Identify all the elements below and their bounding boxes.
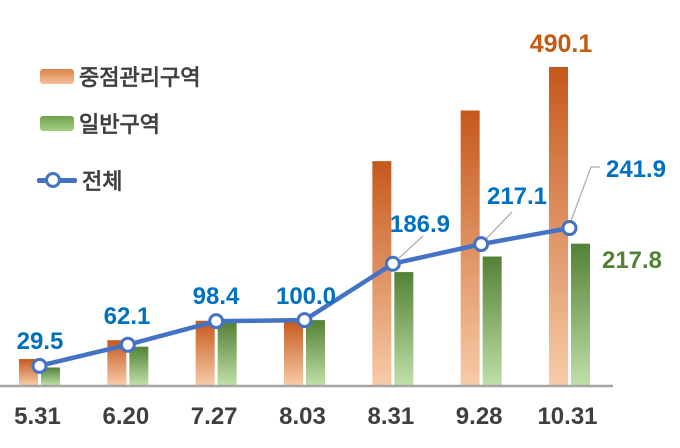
legend-item-total: 전체 [37,166,122,194]
leader-line-186-9 [398,235,424,259]
bar-general-zone-9.28 [482,256,502,385]
total-marker-5.31 [31,357,48,374]
x-tick-label-5.31: 5.31 [14,403,61,430]
bar-priority-zone-8.03 [283,320,303,385]
leader-line-241-9 [570,166,600,222]
legend-item-priority-zone: 중점관리구역 [40,62,200,90]
leader-line-217-1 [485,211,513,240]
x-tick-label-9.28: 9.28 [456,403,503,430]
bar-general-zone-8.03 [305,320,325,385]
total-marker-8.03 [296,312,313,329]
total-value-label-8.31: 186.9 [390,211,450,238]
bar-general-zone-8.31 [394,272,414,385]
general-zone-swatch-icon [40,115,74,131]
total-marker-6.20 [119,336,136,353]
x-tick-label-6.20: 6.20 [102,403,149,430]
legend-label-total: 전체 [82,169,123,194]
bar-priority-zone-10.31 [548,66,568,385]
priority-zone-value-label-10-31: 490.1 [530,30,593,58]
general-zone-value-label-10-31: 217.8 [602,247,662,274]
x-tick-label-10.31: 10.31 [537,403,597,430]
bar-priority-zone-7.27 [195,320,215,385]
total-line-marker-icon [37,171,77,189]
legend-label-general-zone: 일반구역 [79,112,160,137]
total-marker-8.31 [384,255,401,272]
total-marker-7.27 [208,313,225,330]
x-tick-label-8.31: 8.31 [367,403,414,430]
legend-item-general-zone: 일반구역 [40,109,160,137]
total-marker-9.28 [473,236,490,253]
leader-lines-layer [398,166,600,259]
legend-label-priority-zone: 중점관리구역 [79,65,201,90]
bar-general-zone-5.31 [41,367,60,385]
bar-priority-zone-6.20 [107,340,127,385]
total-value-label-9.28: 217.1 [487,183,547,210]
priority-zone-swatch-icon [40,68,74,84]
total-value-label-6.20: 62.1 [104,303,151,330]
total-value-label-7.27: 98.4 [193,283,240,310]
data-labels-layer: 29.5 62.1 98.4 100.0 186.9 217.1 241.9 490.1 217… [17,30,666,355]
total-value-label-10.31: 241.9 [606,156,666,183]
total-value-label-8.03: 100.0 [276,283,336,310]
x-tick-label-8.03: 8.03 [279,403,326,430]
total-marker-10.31 [561,220,578,237]
line-series-layer [31,220,578,374]
bar-general-zone-7.27 [217,322,237,385]
x-tick-label-7.27: 7.27 [191,403,238,430]
axis-layer: 5.31 6.20 7.27 8.03 8.31 9.28 10.31 [0,384,613,430]
total-value-label-5.31: 29.5 [17,328,64,355]
bar-general-zone-10.31 [570,243,590,385]
bar-general-zone-6.20 [129,346,149,385]
